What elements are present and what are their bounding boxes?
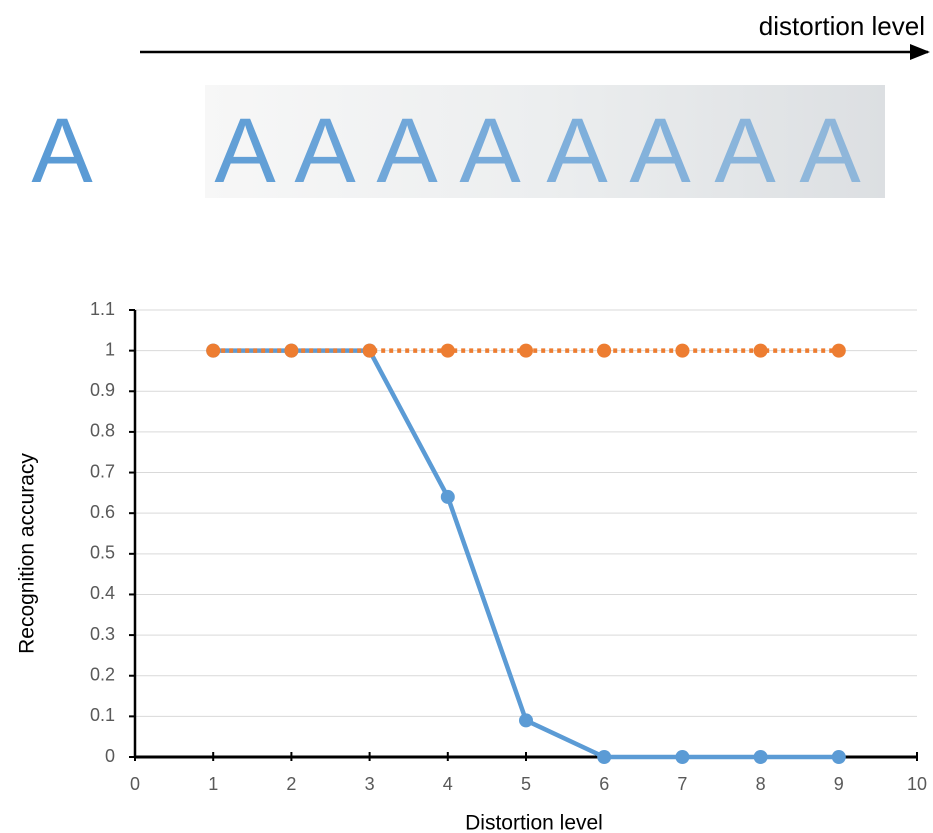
x-tick-label: 4: [443, 774, 453, 794]
data-point: [519, 344, 533, 358]
data-point: [675, 750, 689, 764]
x-tick-label: 3: [365, 774, 375, 794]
data-point: [754, 750, 768, 764]
page: distortion level AAAAAAAAA 00.10.20.30.4…: [0, 0, 933, 833]
chart: 0 0.1 0.2 0.3 0.4 0.5 0.6 0.7 0.8 0.9 1 1.1 0 1 2 3 4 5 6 7…: [16, 299, 927, 833]
x-tick-label: 0: [130, 774, 140, 794]
data-point: [832, 750, 846, 764]
data-point: [441, 490, 455, 504]
y-tick-label: 0.6: [90, 502, 115, 522]
x-tick-label: 2: [286, 774, 296, 794]
letter: A: [31, 100, 93, 202]
letter: A: [459, 100, 521, 202]
y-tick-label: 0.1: [90, 705, 115, 725]
y-tick-label: 0.5: [90, 543, 115, 563]
letter: A: [546, 100, 608, 202]
letter: A: [376, 100, 438, 202]
data-point: [284, 344, 298, 358]
data-point: [441, 344, 455, 358]
y-tick-label: 0.7: [90, 461, 115, 481]
y-tick-label: 0: [105, 746, 115, 766]
y-tick-label: 1: [105, 339, 115, 359]
data-point: [519, 713, 533, 727]
y-tick-label: 1.1: [90, 299, 115, 319]
y-tick-label: 0.4: [90, 583, 115, 603]
letter: A: [799, 100, 861, 202]
x-tick-label: 5: [521, 774, 531, 794]
data-point: [597, 344, 611, 358]
data-point: [675, 344, 689, 358]
y-tick-label: 0.3: [90, 624, 115, 644]
letter: A: [629, 100, 691, 202]
data-point: [206, 344, 220, 358]
data-point: [597, 750, 611, 764]
y-tick-label: 0.2: [90, 664, 115, 684]
x-tick-label: 10: [907, 774, 927, 794]
figure: distortion level AAAAAAAAA 00.10.20.30.4…: [0, 0, 933, 833]
x-tick-label: 6: [599, 774, 609, 794]
x-axis-title: Distortion level: [465, 812, 603, 833]
y-tick-label: 0.9: [90, 380, 115, 400]
x-tick-label: 8: [756, 774, 766, 794]
x-tick-label: 9: [834, 774, 844, 794]
x-tick-label: 1: [208, 774, 218, 794]
x-tick-label: 7: [677, 774, 687, 794]
y-tick-label: 0.8: [90, 421, 115, 441]
data-point: [754, 344, 768, 358]
letter: A: [214, 100, 276, 202]
letter: A: [714, 100, 776, 202]
data-point: [832, 344, 846, 358]
letter: A: [294, 100, 356, 202]
arrow-label: distortion level: [759, 11, 925, 41]
data-point: [363, 344, 377, 358]
y-axis-title: Recognition accuracy: [16, 453, 39, 654]
